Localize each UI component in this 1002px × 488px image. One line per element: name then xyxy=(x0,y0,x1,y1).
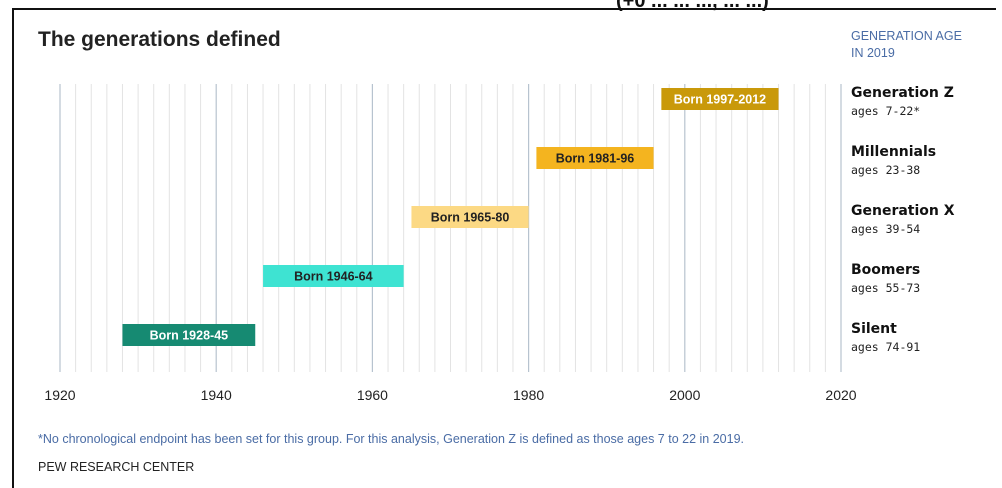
chart-title: The generations defined xyxy=(38,28,281,51)
generation-name: Generation X xyxy=(851,203,955,219)
chart-frame xyxy=(12,8,996,488)
footnote: *No chronological endpoint has been set … xyxy=(38,432,744,446)
x-tick-label: 1980 xyxy=(513,387,544,403)
generation-bar xyxy=(263,265,404,287)
generation-bar xyxy=(661,88,779,110)
generation-ages: ages 7-22* xyxy=(851,104,920,118)
age-header-line-1: GENERATION AGE xyxy=(851,29,962,43)
generation-ages: ages 55-73 xyxy=(851,281,920,295)
generation-bar xyxy=(536,147,654,169)
generation-bar-label: Born 1928-45 xyxy=(150,329,229,343)
generation-name: Boomers xyxy=(851,262,920,278)
generation-ages: ages 39-54 xyxy=(851,222,920,236)
generation-name: Silent xyxy=(851,321,897,337)
generation-ages: ages 23-38 xyxy=(851,163,920,177)
source-credit: PEW RESEARCH CENTER xyxy=(38,460,195,474)
generation-bar xyxy=(122,324,256,346)
age-column-header: GENERATION AGE IN 2019 xyxy=(851,28,991,62)
generation-ages: ages 74-91 xyxy=(851,340,920,354)
generation-name: Generation Z xyxy=(851,85,954,101)
cropped-header-text: (+0 ... ... ..., ... ...) xyxy=(616,0,769,12)
age-header-line-2: IN 2019 xyxy=(851,46,895,60)
generation-bar xyxy=(411,206,529,228)
x-tick-label: 2020 xyxy=(825,387,856,403)
generation-bar-label: Born 1981-96 xyxy=(556,152,635,166)
x-tick-label: 1920 xyxy=(44,387,75,403)
x-tick-label: 2000 xyxy=(669,387,700,403)
x-tick-label: 1940 xyxy=(201,387,232,403)
generation-name: Millennials xyxy=(851,144,936,160)
x-tick-label: 1960 xyxy=(357,387,388,403)
generation-bar-label: Born 1965-80 xyxy=(431,211,510,225)
generation-bar-label: Born 1997-2012 xyxy=(674,93,766,107)
generation-bar-label: Born 1946-64 xyxy=(294,270,373,284)
